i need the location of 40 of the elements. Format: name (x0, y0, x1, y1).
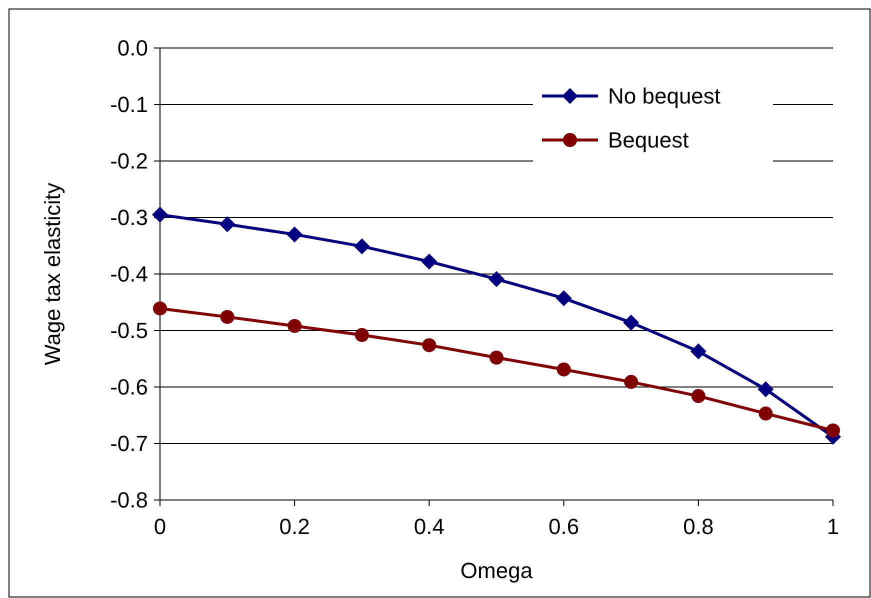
point (354, 238, 370, 254)
point (288, 318, 302, 333)
y-tick-label: -0.7 (110, 431, 148, 456)
x-tick-label: 0.8 (683, 514, 714, 539)
x-tick-label: 0.4 (414, 514, 444, 539)
point (354, 328, 369, 342)
point (421, 254, 438, 270)
x-tick-label: 0.6 (548, 514, 580, 539)
y-tick-label: -0.6 (110, 374, 148, 400)
point (623, 314, 640, 331)
point (152, 206, 168, 223)
point (691, 389, 706, 404)
y-tick-label: -0.3 (110, 205, 148, 230)
point (690, 343, 706, 360)
y-tick-label: -0.4 (110, 262, 148, 287)
point (422, 338, 436, 352)
point (826, 424, 840, 438)
point (758, 381, 774, 398)
point (219, 216, 236, 232)
point (556, 290, 572, 306)
y-tick-label: -0.1 (110, 92, 148, 118)
x-tick-label: 0 (154, 514, 166, 539)
y-tick-label: -0.8 (110, 488, 148, 513)
x-axis-title: Omega (460, 558, 534, 583)
x-tick-label: 1 (826, 514, 840, 539)
legend-label: No bequest (608, 84, 721, 109)
point (286, 226, 303, 242)
y-tick-label: -0.2 (110, 148, 148, 174)
point (153, 301, 167, 316)
point (220, 310, 234, 324)
y-tick-label: -0.5 (110, 318, 148, 344)
point (490, 350, 504, 365)
point (488, 271, 504, 288)
legend-label: Bequest (608, 128, 689, 153)
y-tick-label: 0.0 (117, 36, 148, 61)
point (624, 374, 638, 389)
point (758, 406, 773, 421)
point (556, 362, 571, 376)
y-axis-title: Wage tax elasticity (40, 182, 65, 366)
x-tick-label: 0.2 (279, 514, 310, 539)
